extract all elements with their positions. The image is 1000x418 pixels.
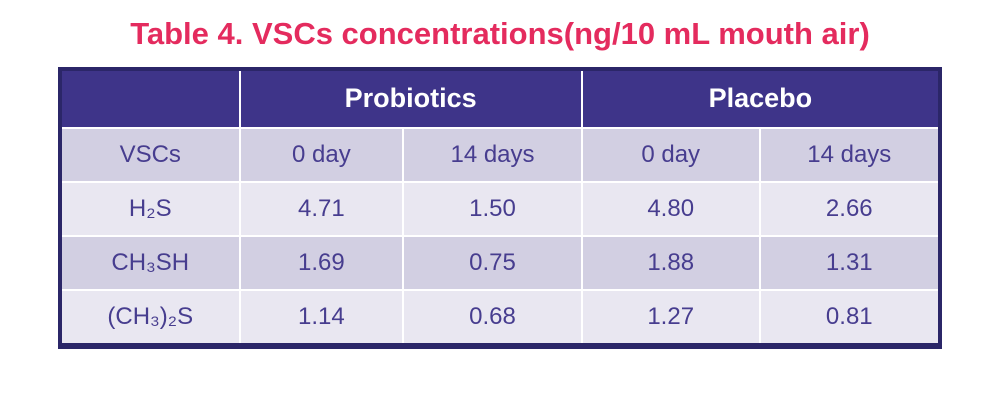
cell-value: 0.75 <box>402 235 583 291</box>
cell-value: 1.69 <box>238 235 405 291</box>
cell-value: 4.71 <box>238 181 405 237</box>
cell-value: 1.31 <box>758 235 942 291</box>
group-header-row: Probiotics Placebo <box>59 68 942 129</box>
row-label-ch3sh: CH₃SH <box>59 235 241 291</box>
cell-value: 0.81 <box>758 289 942 347</box>
table-row-h2s: H₂S 4.71 1.50 4.80 2.66 <box>59 181 942 237</box>
cell-value: 1.14 <box>238 289 405 347</box>
sub-header-row: VSCs 0 day 14 days 0 day 14 days <box>59 127 942 183</box>
table-title: Table 4. VSCs concentrations(ng/10 mL mo… <box>130 16 870 51</box>
cell-value: 1.50 <box>402 181 583 237</box>
corner-cell <box>59 68 241 129</box>
cell-value: 4.80 <box>580 181 761 237</box>
row-label-h2s: H₂S <box>59 181 241 237</box>
table-row-ch32s: (CH₃)₂S 1.14 0.68 1.27 0.81 <box>59 289 942 347</box>
vsc-table: Probiotics Placebo VSCs 0 day 14 days 0 … <box>58 67 942 349</box>
col-header-probiotics-0day: 0 day <box>238 127 405 183</box>
cell-value: 1.27 <box>580 289 761 347</box>
cell-value: 0.68 <box>402 289 583 347</box>
row-label-ch32s: (CH₃)₂S <box>59 289 241 347</box>
col-header-vscs: VSCs <box>59 127 241 183</box>
cell-value: 1.88 <box>580 235 761 291</box>
col-header-placebo-0day: 0 day <box>580 127 761 183</box>
group-header-probiotics: Probiotics <box>238 68 583 129</box>
col-header-placebo-14days: 14 days <box>758 127 942 183</box>
table-row-ch3sh: CH₃SH 1.69 0.75 1.88 1.31 <box>59 235 942 291</box>
cell-value: 2.66 <box>758 181 942 237</box>
group-header-placebo: Placebo <box>580 68 942 129</box>
col-header-probiotics-14days: 14 days <box>402 127 583 183</box>
